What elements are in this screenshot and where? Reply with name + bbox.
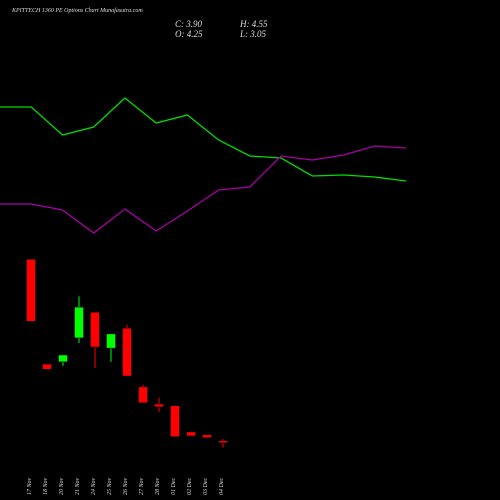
candle-body — [154, 403, 164, 408]
header-high: H: 4.55 — [239, 19, 268, 29]
candle-body — [58, 354, 68, 363]
x-tick-label: 17 Nov — [27, 477, 33, 495]
header-close: C: 3.90 — [175, 19, 203, 29]
header-open: O: 4.25 — [175, 29, 203, 39]
x-tick-label: 20 Nov — [59, 477, 65, 495]
x-tick-label: 24 Nov — [90, 477, 97, 495]
candle-body — [74, 306, 84, 339]
candle-body — [42, 363, 52, 370]
candle-body — [122, 327, 132, 377]
candle-body — [138, 386, 148, 404]
x-tick-label: 26 Nov — [123, 477, 129, 495]
x-tick-label: 21 Nov — [75, 477, 81, 495]
candle-body — [218, 440, 228, 444]
x-tick-label: 01 Dec — [171, 478, 177, 495]
chart-title: KPITTECH 1360 PE Options Chart Munafasut… — [11, 7, 143, 14]
x-tick-label: 02 Dec — [187, 478, 193, 495]
x-tick-label: 18 Nov — [43, 477, 49, 495]
candle-body — [26, 258, 36, 322]
x-tick-label: 04 Dec — [218, 478, 225, 495]
indicator-line — [0, 145, 407, 234]
candle-body — [106, 333, 116, 349]
x-tick-label: 25 Nov — [107, 477, 113, 495]
x-tick-label: 28 Nov — [155, 477, 161, 495]
header-low: L: 3.05 — [239, 29, 267, 39]
x-tick-label: 03 Dec — [203, 478, 209, 495]
indicator-line — [0, 97, 407, 182]
candle-body — [202, 434, 212, 438]
candle-body — [186, 431, 196, 437]
x-tick-label: 27 Nov — [139, 477, 145, 495]
candle-body — [170, 405, 180, 438]
candle-body — [90, 311, 100, 348]
